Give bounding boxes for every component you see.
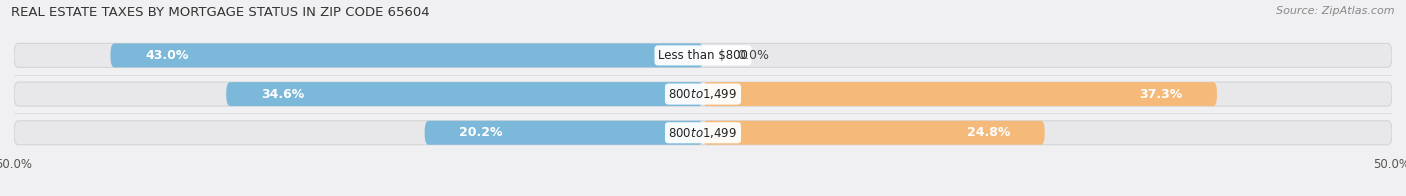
Text: Less than $800: Less than $800 [658, 49, 748, 62]
Text: 24.8%: 24.8% [967, 126, 1011, 139]
FancyBboxPatch shape [703, 121, 1045, 145]
FancyBboxPatch shape [111, 43, 703, 67]
Text: Source: ZipAtlas.com: Source: ZipAtlas.com [1277, 6, 1395, 16]
FancyBboxPatch shape [14, 82, 1392, 106]
Text: REAL ESTATE TAXES BY MORTGAGE STATUS IN ZIP CODE 65604: REAL ESTATE TAXES BY MORTGAGE STATUS IN … [11, 6, 430, 19]
Text: 37.3%: 37.3% [1139, 88, 1182, 101]
Text: 34.6%: 34.6% [260, 88, 304, 101]
FancyBboxPatch shape [14, 43, 1392, 67]
Text: $800 to $1,499: $800 to $1,499 [668, 126, 738, 140]
FancyBboxPatch shape [226, 82, 703, 106]
Text: 0.0%: 0.0% [738, 49, 769, 62]
Text: 43.0%: 43.0% [145, 49, 188, 62]
Text: $800 to $1,499: $800 to $1,499 [668, 87, 738, 101]
FancyBboxPatch shape [425, 121, 703, 145]
FancyBboxPatch shape [703, 82, 1218, 106]
FancyBboxPatch shape [14, 121, 1392, 145]
Text: 20.2%: 20.2% [460, 126, 502, 139]
